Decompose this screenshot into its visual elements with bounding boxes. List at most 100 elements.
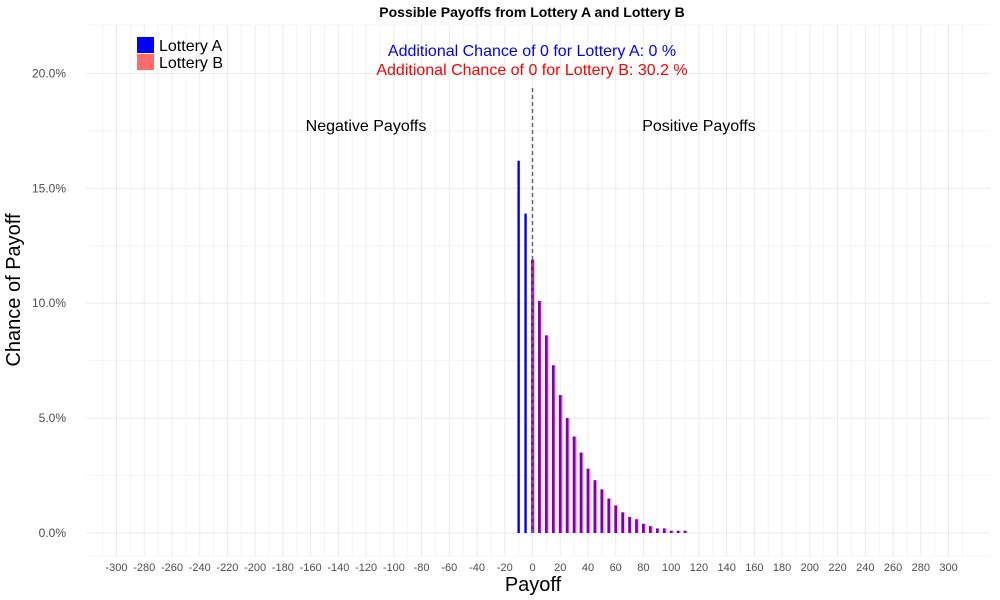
bar-overlap <box>607 498 611 533</box>
x-tick-label: -100 <box>383 562 405 574</box>
bar-overlap <box>558 395 562 533</box>
x-tick-label: -60 <box>441 562 457 574</box>
x-tick-label: 280 <box>912 562 930 574</box>
bar-overlap <box>648 526 652 533</box>
bar-lottery-b-edge <box>596 480 598 533</box>
bar-overlap <box>676 530 680 533</box>
bar-lottery-b-edge <box>644 523 647 533</box>
bar-lottery-b-edge <box>651 526 654 533</box>
chart-title: Possible Payoffs from Lottery A and Lott… <box>379 4 684 20</box>
x-tick-label: -260 <box>161 562 183 574</box>
bar-lottery-b-edge <box>575 436 578 533</box>
negative-payoffs-label: Negative Payoffs <box>306 118 427 135</box>
legend-label-lottery-a: Lottery A <box>159 38 222 55</box>
bar-overlap <box>635 519 638 533</box>
y-axis-label: Chance of Payoff <box>3 213 25 367</box>
bar-lottery-b-edge <box>630 516 633 533</box>
x-tick-label: -220 <box>216 562 238 574</box>
bar-lottery-b-edge <box>582 452 584 533</box>
x-tick-label: 20 <box>554 562 566 574</box>
y-tick-label: 20.0% <box>32 66 66 80</box>
bar-overlap <box>551 365 555 533</box>
x-tick-label: 180 <box>773 562 791 574</box>
x-tick-label: -20 <box>497 562 513 574</box>
bar-overlap <box>642 523 645 533</box>
x-tick-label: 60 <box>610 562 622 574</box>
bar-overlap <box>614 505 618 533</box>
bar-overlap <box>600 489 604 533</box>
bar-overlap <box>565 418 569 533</box>
bar-lottery-b-edge <box>679 530 682 533</box>
x-tick-label: -300 <box>105 562 127 574</box>
y-tick-label: 10.0% <box>32 296 66 310</box>
bar-overlap <box>579 452 583 533</box>
bar-overlap <box>538 300 541 533</box>
bar-overlap <box>586 468 590 533</box>
bar-overlap <box>683 530 687 533</box>
bar-lottery-b-edge <box>665 528 668 533</box>
x-tick-label: -200 <box>244 562 266 574</box>
bar-lottery-b-edge <box>547 335 550 533</box>
bars <box>517 160 688 533</box>
x-tick-label: -140 <box>327 562 349 574</box>
x-tick-label: 160 <box>745 562 763 574</box>
bar-overlap <box>621 512 625 533</box>
x-tick-label: -40 <box>469 562 485 574</box>
x-tick-label: -120 <box>355 562 377 574</box>
positive-payoffs-label: Positive Payoffs <box>642 118 756 135</box>
bar-lottery-b-edge <box>533 259 536 533</box>
x-tick-label: -160 <box>300 562 322 574</box>
x-tick-label: 200 <box>801 562 819 574</box>
bar-overlap <box>544 335 548 533</box>
x-tick-label: 140 <box>717 562 735 574</box>
x-tick-label: 120 <box>690 562 708 574</box>
bar-lottery-a <box>524 213 527 533</box>
bar-lottery-a <box>517 160 520 533</box>
lottery-a-zero-annotation: Additional Chance of 0 for Lottery A: 0 … <box>388 43 676 60</box>
bar-lottery-b-edge <box>686 530 688 533</box>
bar-overlap <box>593 480 597 533</box>
bar-overlap <box>669 530 673 533</box>
x-tick-label: -80 <box>414 562 430 574</box>
minor-gridlines <box>86 24 990 557</box>
x-tick-label: 0 <box>529 562 535 574</box>
x-tick-label: -280 <box>133 562 155 574</box>
bar-lottery-b-edge <box>540 300 543 533</box>
bar-overlap <box>662 528 666 533</box>
x-tick-label: -180 <box>272 562 294 574</box>
bar-lottery-b-edge <box>610 498 612 533</box>
x-tick-label: -240 <box>189 562 211 574</box>
x-tick-label: 240 <box>856 562 874 574</box>
bar-lottery-b-edge <box>589 468 591 533</box>
legend-label-lottery-b: Lottery B <box>159 55 223 72</box>
bar-lottery-b-edge <box>637 519 640 533</box>
bar-lottery-b-edge <box>561 395 564 533</box>
lottery-b-zero-annotation: Additional Chance of 0 for Lottery B: 30… <box>376 62 687 79</box>
bar-lottery-b-edge <box>672 530 675 533</box>
y-tick-label: 15.0% <box>32 181 66 195</box>
bar-overlap <box>655 528 659 533</box>
legend-key-lottery-a <box>137 37 154 53</box>
x-tick-label: 220 <box>828 562 846 574</box>
legend: Lottery A Lottery B <box>137 37 223 72</box>
x-tick-label: 40 <box>582 562 594 574</box>
bar-lottery-b-edge <box>617 505 619 533</box>
x-axis-label: Payoff <box>505 574 562 596</box>
bar-overlap <box>628 516 631 533</box>
bar-overlap <box>572 436 576 533</box>
x-tick-label: 300 <box>939 562 957 574</box>
x-axis-ticks: -300 -280 -260 -240 -220 -200 -180 -160 -140 -120… <box>105 562 957 574</box>
major-gridlines <box>86 25 990 556</box>
x-tick-label: 80 <box>637 562 649 574</box>
bar-lottery-b-edge <box>658 528 661 533</box>
bar-lottery-b-edge <box>554 365 557 533</box>
x-tick-label: 260 <box>884 562 902 574</box>
bar-lottery-b-edge <box>568 418 571 533</box>
y-axis-ticks: 0.0% 5.0% 10.0% 15.0% 20.0% <box>32 66 66 540</box>
bar-lottery-b-edge <box>624 512 626 533</box>
y-tick-label: 0.0% <box>39 526 67 540</box>
y-tick-label: 5.0% <box>39 411 67 425</box>
x-tick-label: 100 <box>662 562 680 574</box>
bar-lottery-b-edge <box>603 489 605 533</box>
